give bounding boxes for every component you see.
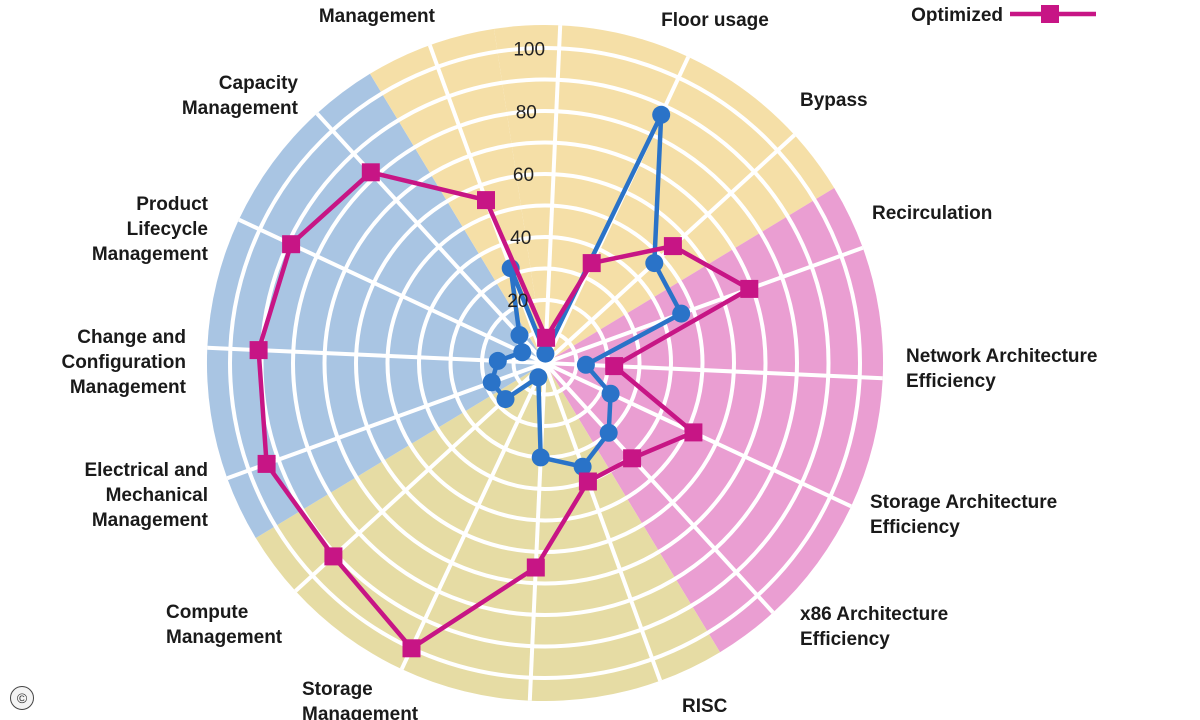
axis-label-14: Service LevelManagement (314, 0, 436, 27)
point-0-2 (645, 254, 664, 273)
legend-label-optimized: Optimized (911, 5, 1003, 26)
point-0-7 (573, 457, 592, 476)
tick-label-40: 40 (510, 228, 531, 249)
grid-ring-50 (385, 203, 705, 523)
tick-label-20: 20 (507, 291, 528, 312)
spoke-0 (543, 25, 563, 364)
axis-label-12: Product Lifecycle Management (92, 194, 209, 265)
grid-ring-40 (417, 235, 673, 491)
series-baseline (482, 105, 691, 476)
point-0-14 (510, 326, 529, 345)
point-0-11 (482, 373, 501, 392)
point-1-13 (282, 235, 301, 254)
point-1-10 (324, 547, 343, 566)
point-1-14 (361, 163, 380, 182)
point-1-1 (582, 254, 601, 273)
point-0-12 (488, 351, 507, 370)
point-0-8 (531, 448, 550, 467)
point-1-11 (257, 454, 276, 473)
grid-ring-70 (322, 140, 768, 586)
axis-label-8: Storage Management (302, 679, 419, 720)
point-1-6 (623, 449, 642, 468)
point-1-3 (740, 279, 759, 298)
legend-marker-optimized (1041, 5, 1059, 23)
axis-label-9: Compute Management (166, 602, 283, 648)
point-0-0 (536, 344, 555, 363)
spoke-8 (527, 362, 547, 701)
point-0-10 (496, 390, 515, 409)
axis-label-4: Storage Architecture Efficiency (870, 492, 1057, 538)
spoke-3 (544, 245, 864, 365)
grid-ring-80 (291, 109, 799, 617)
point-0-1 (652, 105, 671, 124)
legend: Optimized (911, 5, 1096, 26)
sector-bg-3 (206, 73, 545, 539)
point-0-5 (601, 384, 620, 403)
series-optimized (249, 163, 759, 658)
point-1-2 (663, 237, 682, 256)
axis-label-13: Capacity Management (182, 73, 299, 119)
point-0-13 (513, 343, 532, 362)
axis-label-10: Electrical and Mechanical Management (84, 460, 208, 531)
point-1-12 (249, 341, 268, 360)
point-1-8 (526, 558, 545, 577)
point-0-6 (599, 423, 618, 442)
copyright-icon: © (10, 686, 34, 710)
sector-bg-2 (255, 363, 721, 702)
point-0-4 (576, 355, 595, 374)
radial-tick-labels: 20 40 60 80 100 (507, 39, 545, 312)
spoke-14 (315, 112, 547, 365)
spoke-4 (544, 361, 883, 381)
axis-label-1: Bypass (800, 90, 868, 111)
axis-label-0: Floor usage (661, 10, 769, 31)
sector-bg-1 (545, 188, 884, 653)
spoke-6 (543, 361, 775, 614)
point-1-7 (578, 472, 597, 491)
axis-label-2: Recirculation (872, 203, 992, 224)
point-1-0 (537, 328, 556, 347)
axis-label-5: x86 Architecture Efficiency (800, 604, 948, 650)
point-0-9 (529, 368, 548, 387)
axis-labels: Floor usage Bypass Recirculation Network Ar… (61, 0, 1097, 720)
grid-ring-100 (228, 46, 862, 680)
point-1-5 (684, 423, 703, 442)
spoke-7 (543, 362, 663, 682)
spoke-9 (399, 362, 547, 670)
point-1-9 (402, 639, 421, 658)
axis-label-3: Network Architecture Efficiency (906, 346, 1097, 392)
tick-label-60: 60 (513, 165, 534, 186)
tick-label-80: 80 (516, 102, 537, 123)
point-1-15 (477, 191, 495, 210)
axis-label-6: RISCArchitecture (682, 696, 794, 720)
axis-label-11: Change and Configuration Management (61, 327, 186, 398)
series-layer (249, 105, 759, 658)
sector-bg-0 (494, 25, 835, 364)
tick-label-100: 100 (513, 39, 545, 60)
point-0-3 (672, 304, 691, 323)
point-1-4 (605, 357, 624, 376)
